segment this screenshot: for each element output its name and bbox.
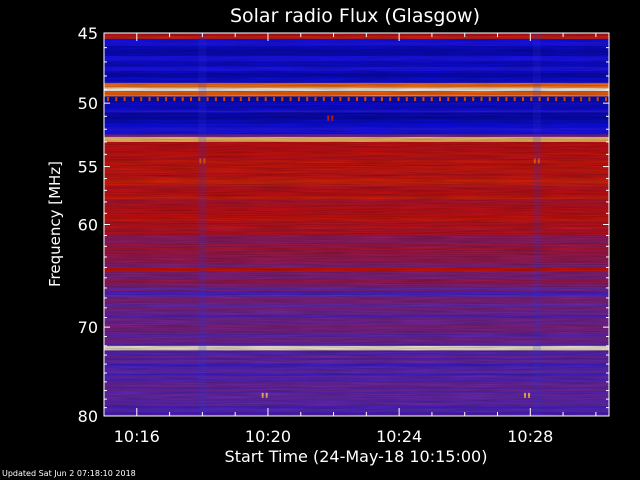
y-axis-label: Frequency [MHz] [46,161,64,287]
noise-overlay [104,33,609,416]
x-tick-label: 10:20 [245,427,291,446]
y-tick-label: 45 [78,24,98,43]
y-tick-label: 50 [78,94,98,113]
x-axis-label: Start Time (24-May-18 10:15:00) [225,447,488,466]
x-tick-label: 10:28 [507,427,553,446]
y-axis: 45 50 55 60 70 80 [78,24,609,426]
update-timestamp: Updated Sat Jun 2 07:18:10 2018 [2,469,136,478]
x-axis: 10:16 10:20 10:24 10:28 [103,33,597,446]
x-tick-label: 10:16 [114,427,160,446]
y-tick-label: 55 [78,158,98,177]
x-tick-label: 10:24 [376,427,422,446]
plot-area [104,33,609,416]
y-tick-label: 70 [78,318,98,337]
y-tick-label: 60 [78,216,98,235]
y-tick-label: 80 [78,407,98,426]
chart-title: Solar radio Flux (Glasgow) [230,5,480,27]
